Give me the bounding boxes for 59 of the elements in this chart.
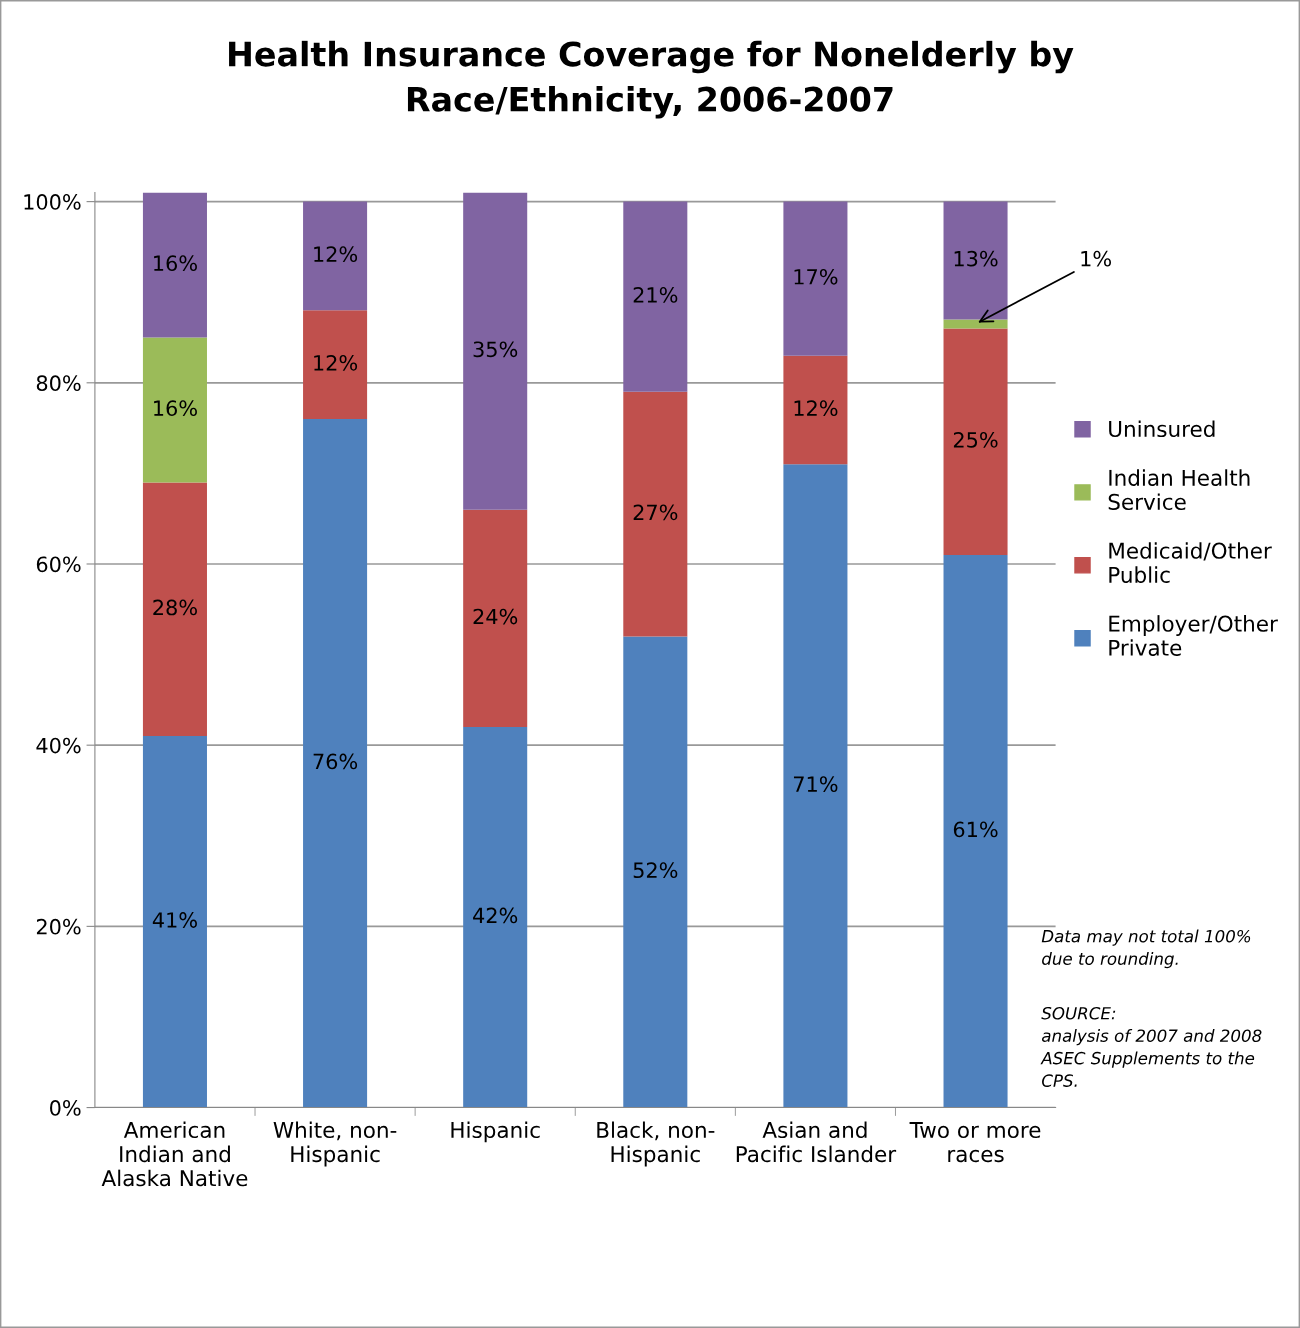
data-label: 52% xyxy=(633,862,678,879)
bar xyxy=(783,464,848,1108)
bar xyxy=(142,192,207,338)
legend-label: Medicaid/Other Public xyxy=(1109,542,1272,583)
bar xyxy=(463,727,528,1108)
bar xyxy=(142,736,207,1108)
bar xyxy=(943,319,1008,329)
bar xyxy=(623,391,688,637)
x-tick-label: White, non- Hispanic xyxy=(273,1121,397,1167)
x-tick-label: American Indian and Alaska Native xyxy=(101,1121,248,1187)
bar xyxy=(142,482,207,737)
data-label: 12% xyxy=(314,354,358,371)
bar xyxy=(623,201,688,392)
bar xyxy=(783,201,848,356)
bar xyxy=(303,419,368,1108)
data-label: 24% xyxy=(473,608,518,625)
y-tick-label: 0% xyxy=(50,1100,81,1116)
bar xyxy=(463,509,528,728)
bar xyxy=(142,337,207,483)
bar xyxy=(943,554,1008,1108)
x-tick-label: Two or more races xyxy=(909,1122,1041,1163)
y-tick-label: 20% xyxy=(36,918,81,935)
y-tick-label: 100% xyxy=(24,194,81,210)
data-label: 17% xyxy=(794,268,838,285)
bar xyxy=(943,201,1008,320)
bar xyxy=(303,201,368,311)
legend-label: Employer/Other Private xyxy=(1109,615,1278,656)
data-label: 71% xyxy=(793,776,838,792)
data-label: 21% xyxy=(633,287,678,303)
chart-title: Health Insurance Coverage for Nonelderly by Race/Ethnicity, 2006-2007 xyxy=(229,40,1074,119)
x-tick-label: Black, non- Hispanic xyxy=(597,1121,715,1167)
y-tick-label: 80% xyxy=(36,375,81,392)
bar xyxy=(783,355,848,465)
data-label: 27% xyxy=(633,504,678,521)
x-tick-label: Hispanic xyxy=(451,1121,540,1143)
data-label: 35% xyxy=(473,341,518,358)
data-label: 16% xyxy=(154,255,197,272)
bar xyxy=(463,192,528,510)
legend-label: Indian Health Service xyxy=(1108,469,1250,511)
annotation: 1% xyxy=(1081,250,1111,267)
annotation: Data may not total 100% due to rounding. xyxy=(1041,929,1251,969)
y-tick-label: 40% xyxy=(36,737,81,754)
annotation: SOURCE: analysis of 2007 and 2008 ASEC Supplements to the CPS. xyxy=(1040,1006,1262,1087)
data-label: 25% xyxy=(953,431,998,448)
bar xyxy=(943,328,1008,555)
data-label: 12% xyxy=(314,246,358,263)
data-label: 16% xyxy=(154,400,197,417)
data-label: 42% xyxy=(473,907,518,924)
data-label: 28% xyxy=(153,599,197,616)
bar xyxy=(303,310,368,420)
legend-label: Uninsured xyxy=(1109,420,1215,438)
data-label: 41% xyxy=(152,912,197,928)
data-label: 12% xyxy=(794,400,838,417)
x-tick-label: Asian and Pacific Islander xyxy=(736,1121,897,1163)
bar xyxy=(623,636,688,1108)
data-label: 13% xyxy=(954,250,998,267)
data-label: 61% xyxy=(953,821,998,838)
y-tick-label: 60% xyxy=(36,556,81,573)
data-label: 76% xyxy=(313,753,358,770)
